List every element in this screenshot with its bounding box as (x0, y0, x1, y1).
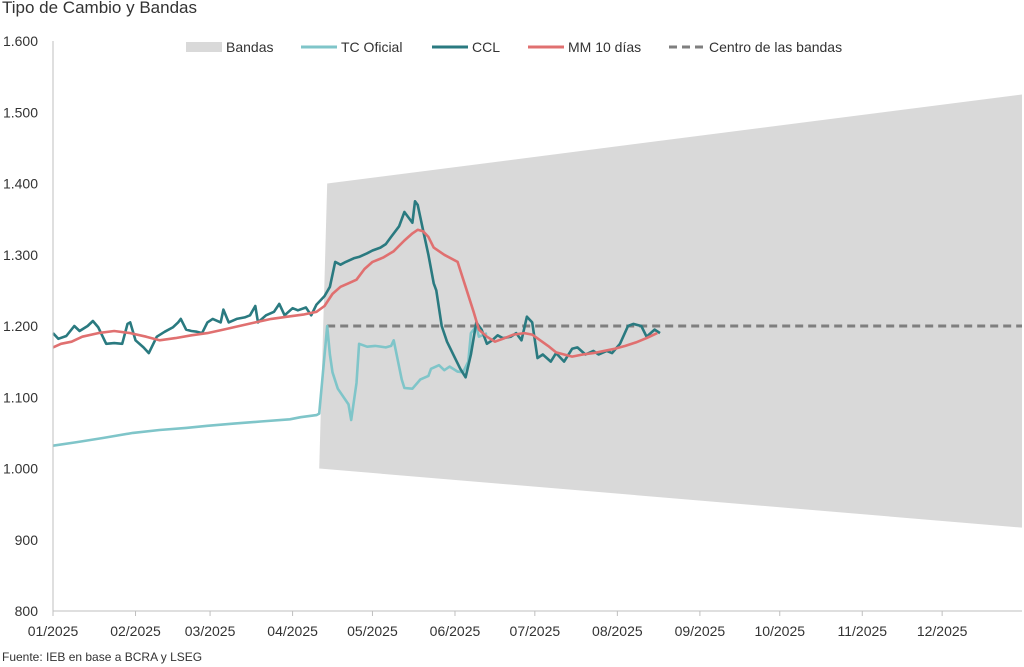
source-note: Fuente: IEB en base a BCRA y LSEG (2, 650, 203, 664)
y-tick-label: 1.000 (3, 461, 38, 477)
legend-item-tc-oficial: TC Oficial (301, 39, 402, 55)
legend-label: MM 10 días (568, 39, 641, 55)
y-tick-label: 900 (15, 532, 39, 548)
x-tick-label: 03/2025 (185, 623, 236, 639)
mm-10-dias-line (52, 228, 658, 358)
legend-label: Centro de las bandas (709, 39, 842, 55)
y-tick-label: 1.300 (3, 247, 38, 263)
ccl-line (52, 200, 661, 379)
y-tick-label: 1.100 (3, 389, 38, 405)
x-tick-label: 09/2025 (675, 623, 726, 639)
chart-title: Tipo de Cambio y Bandas (2, 0, 197, 17)
legend-label: CCL (472, 39, 500, 55)
bands-layer (319, 94, 1022, 528)
axes-layer: 800 900 1.000 1.100 1.200 1.300 1.400 1.500 1.60… (3, 33, 1022, 639)
legend-item-ccl: CCL (432, 39, 500, 55)
x-tick-label: 11/2025 (837, 623, 887, 639)
legend: Bandas TC Oficial CCL MM 10 días Centro de l… (186, 39, 842, 55)
legend-label: Bandas (226, 39, 273, 55)
x-tick-label: 07/2025 (510, 623, 561, 639)
exchange-rate-chart: 800 900 1.000 1.100 1.200 1.300 1.400 1.500 1.60… (3, 33, 1022, 639)
x-tick-label: 04/2025 (267, 623, 318, 639)
legend-swatch (186, 42, 222, 52)
x-tick-label: 02/2025 (110, 623, 161, 639)
legend-item-centro-de-las-bandas: Centro de las bandas (669, 39, 842, 55)
tc-oficial-line (52, 324, 488, 447)
y-tick-label: 1.600 (3, 33, 38, 49)
legend-item-bandas: Bandas (186, 39, 273, 55)
x-tick-label: 08/2025 (592, 623, 643, 639)
y-tick-label: 800 (15, 603, 39, 619)
series-lines-layer (52, 200, 661, 447)
y-tick-label: 1.400 (3, 176, 38, 192)
legend-item-mm-10-dias: MM 10 días (528, 39, 641, 55)
y-tick-label: 1.200 (3, 318, 38, 334)
x-tick-label: 06/2025 (430, 623, 481, 639)
y-tick-label: 1.500 (3, 104, 38, 120)
legend-label: TC Oficial (341, 39, 402, 55)
x-tick-label: 12/2025 (917, 623, 968, 639)
bands-area (319, 94, 1022, 528)
x-tick-label: 01/2025 (28, 623, 79, 639)
x-tick-label: 10/2025 (754, 623, 805, 639)
x-tick-label: 05/2025 (347, 623, 398, 639)
